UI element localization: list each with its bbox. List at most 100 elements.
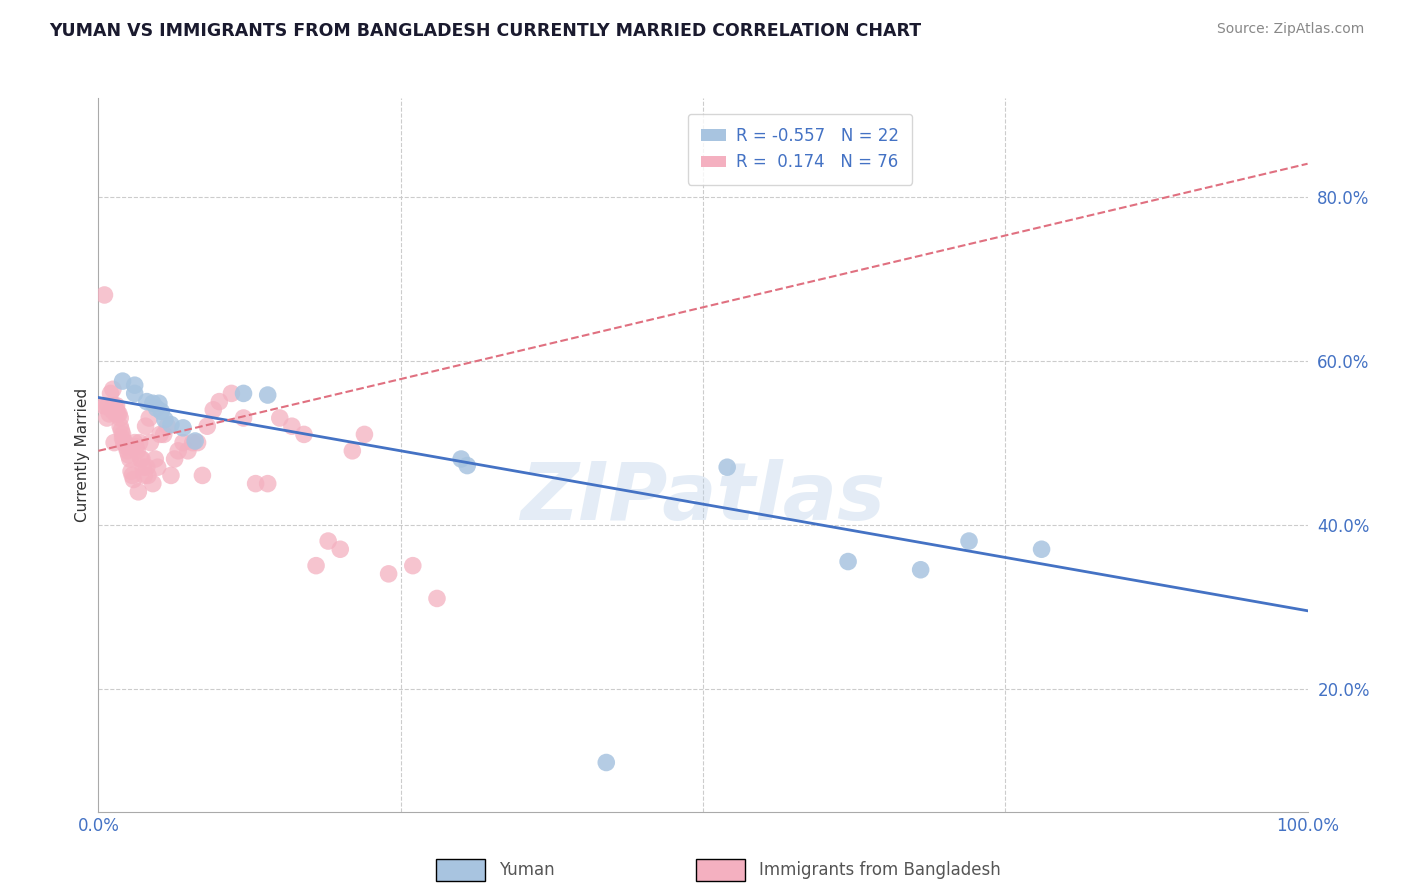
Point [142, 396, 165, 410]
Point [104, 407, 127, 421]
Point [232, 411, 254, 425]
Point [142, 476, 165, 491]
Point [125, 440, 148, 454]
Point [128, 435, 150, 450]
Point [156, 419, 179, 434]
Point [145, 401, 167, 416]
Point [910, 563, 932, 577]
Point [105, 399, 128, 413]
Point [232, 386, 254, 401]
Point [111, 427, 134, 442]
Point [1031, 542, 1053, 557]
Point [129, 452, 152, 467]
Point [837, 555, 859, 569]
Point [111, 432, 134, 446]
Point [167, 443, 190, 458]
Point [191, 468, 214, 483]
Point [112, 435, 135, 450]
Point [135, 394, 157, 409]
Point [181, 435, 204, 450]
Point [107, 407, 129, 421]
Text: YUMAN VS IMMIGRANTS FROM BANGLADESH CURRENTLY MARRIED CORRELATION CHART: YUMAN VS IMMIGRANTS FROM BANGLADESH CURR… [49, 22, 921, 40]
Point [124, 435, 146, 450]
Point [117, 443, 139, 458]
Point [149, 427, 172, 442]
Point [100, 402, 122, 417]
Point [269, 411, 291, 425]
Point [195, 419, 218, 434]
Point [100, 386, 122, 401]
Point [114, 435, 136, 450]
Point [281, 419, 304, 434]
Point [127, 443, 149, 458]
Point [148, 396, 170, 410]
Point [456, 458, 478, 473]
Point [134, 468, 156, 483]
Point [120, 464, 142, 478]
Point [143, 452, 166, 467]
Point [91, 399, 114, 413]
Point [103, 435, 125, 450]
Point [402, 558, 425, 573]
Point [160, 468, 183, 483]
Point [377, 566, 399, 581]
Point [316, 534, 339, 549]
Point [118, 452, 141, 467]
Point [108, 407, 131, 421]
Point [202, 402, 225, 417]
Point [103, 399, 125, 413]
Point [208, 394, 231, 409]
Point [595, 756, 617, 770]
Point [172, 421, 194, 435]
Legend: R = -0.557   N = 22, R =  0.174   N = 76: R = -0.557 N = 22, R = 0.174 N = 76 [688, 113, 912, 185]
Point [716, 460, 738, 475]
Point [136, 468, 159, 483]
Point [160, 417, 183, 432]
Point [101, 382, 124, 396]
Point [139, 435, 162, 450]
Point [122, 473, 145, 487]
Point [292, 427, 315, 442]
Point [426, 591, 449, 606]
Point [177, 443, 200, 458]
Point [245, 476, 267, 491]
Point [110, 423, 132, 437]
Point [138, 411, 160, 425]
Point [342, 443, 364, 458]
Point [152, 427, 174, 442]
Point [118, 448, 141, 462]
Point [221, 386, 243, 401]
Text: ZIPatlas: ZIPatlas [520, 458, 886, 537]
Point [111, 374, 134, 388]
Point [108, 419, 131, 434]
Point [150, 404, 173, 418]
Point [132, 460, 155, 475]
Point [163, 452, 186, 467]
Point [172, 435, 194, 450]
Point [121, 468, 143, 483]
Point [256, 476, 278, 491]
Point [94, 399, 117, 413]
Point [146, 460, 169, 475]
Point [184, 434, 207, 448]
Y-axis label: Currently Married: Currently Married [75, 388, 90, 522]
Point [957, 534, 980, 549]
Point [256, 388, 278, 402]
Point [450, 452, 472, 467]
Point [329, 542, 352, 557]
Point [127, 484, 149, 499]
Point [115, 440, 138, 454]
Point [124, 386, 146, 401]
Point [135, 419, 157, 434]
Text: Immigrants from Bangladesh: Immigrants from Bangladesh [759, 861, 1001, 879]
Point [108, 411, 131, 425]
Point [153, 412, 176, 426]
Text: Yuman: Yuman [499, 861, 555, 879]
Point [124, 378, 146, 392]
Point [135, 460, 157, 475]
Point [353, 427, 375, 442]
Point [105, 402, 128, 417]
Text: Source: ZipAtlas.com: Source: ZipAtlas.com [1216, 22, 1364, 37]
Point [97, 399, 120, 413]
Point [187, 435, 209, 450]
